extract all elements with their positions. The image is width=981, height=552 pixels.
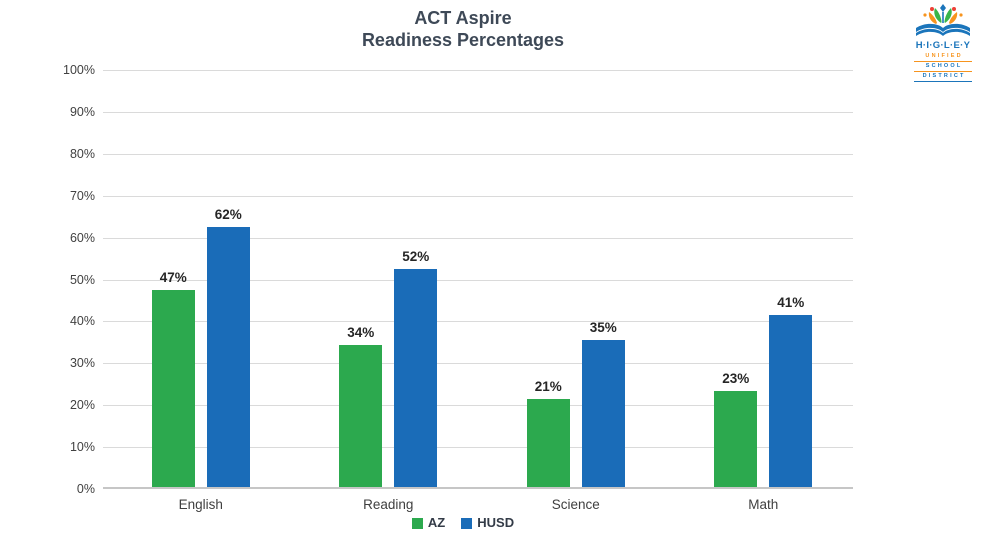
y-axis-tick-label: 80% — [69, 146, 95, 161]
bar-husd-science — [581, 340, 625, 487]
x-axis-category-label: Reading — [363, 497, 414, 512]
bar-value-label: 52% — [402, 249, 430, 265]
x-axis-line — [103, 487, 853, 489]
y-axis-tick-label: 90% — [69, 104, 95, 119]
logo-line-district: DISTRICT — [914, 73, 972, 82]
gridline — [103, 237, 853, 239]
chart-title-line1: ACT Aspire — [414, 8, 512, 28]
gridline — [103, 195, 853, 197]
bar-husd-english — [206, 227, 250, 487]
bar-value-label: 21% — [534, 379, 562, 395]
logo-line-school: SCHOOL — [914, 63, 972, 72]
y-axis-tick-label: 60% — [69, 230, 95, 245]
bar-husd-math — [769, 315, 813, 487]
y-axis-tick-label: 20% — [69, 398, 95, 413]
y-axis-tick-label: 10% — [69, 440, 95, 455]
y-axis-tick-label: 100% — [63, 63, 95, 77]
gridline — [103, 447, 853, 449]
legend-swatch-husd — [461, 517, 473, 529]
logo-name: H·I·G·L·E·Y — [915, 40, 971, 51]
y-axis-tick-label: 30% — [69, 356, 95, 371]
logo-line-unified: UNIFIED — [914, 53, 972, 62]
y-axis-tick-label: 0% — [76, 482, 95, 496]
logo-book-icon — [916, 4, 970, 36]
gridline — [103, 279, 853, 281]
y-axis-tick-label: 50% — [69, 272, 95, 287]
bar-az-math — [714, 390, 758, 487]
bar-value-label: 47% — [159, 270, 187, 286]
legend-item-az: AZ — [411, 515, 446, 530]
bar-az-reading — [339, 344, 383, 487]
y-axis-tick-label: 40% — [69, 314, 95, 329]
bar-husd-reading — [394, 269, 438, 487]
bar-az-science — [526, 399, 570, 487]
gridline — [103, 111, 853, 113]
bar-value-label: 23% — [722, 370, 750, 386]
district-logo: H·I·G·L·E·Y UNIFIED SCHOOL DISTRICT — [905, 3, 981, 83]
gridline — [103, 363, 853, 365]
gridline — [103, 321, 853, 323]
legend-swatch-az — [411, 517, 423, 529]
gridline — [103, 70, 853, 71]
bar-az-english — [151, 290, 195, 487]
gridline — [103, 153, 853, 155]
x-axis-category-label: English — [178, 497, 223, 512]
bar-value-label: 34% — [347, 324, 375, 340]
legend: AZ HUSD — [0, 516, 926, 530]
plot-area: 0% 10% 20% 30% 40% 50% 60% 70% 80% 90% 100% 47% 62% E… — [63, 63, 853, 512]
bar-value-label: 62% — [214, 207, 242, 223]
x-axis-category-label: Math — [748, 497, 779, 512]
legend-label-husd: HUSD — [477, 515, 515, 530]
x-axis-category-label: Science — [551, 497, 600, 512]
logo-subtitle-block: UNIFIED SCHOOL DISTRICT — [914, 53, 972, 82]
bar-value-label: 35% — [589, 320, 617, 336]
bar-value-label: 41% — [777, 295, 805, 311]
chart-title: ACT Aspire Readiness Percentages — [0, 7, 926, 51]
gridline — [103, 405, 853, 407]
chart-title-line2: Readiness Percentages — [361, 30, 565, 50]
legend-label-az: AZ — [427, 515, 446, 530]
legend-item-husd: HUSD — [461, 516, 514, 530]
y-axis-tick-label: 70% — [69, 188, 95, 203]
